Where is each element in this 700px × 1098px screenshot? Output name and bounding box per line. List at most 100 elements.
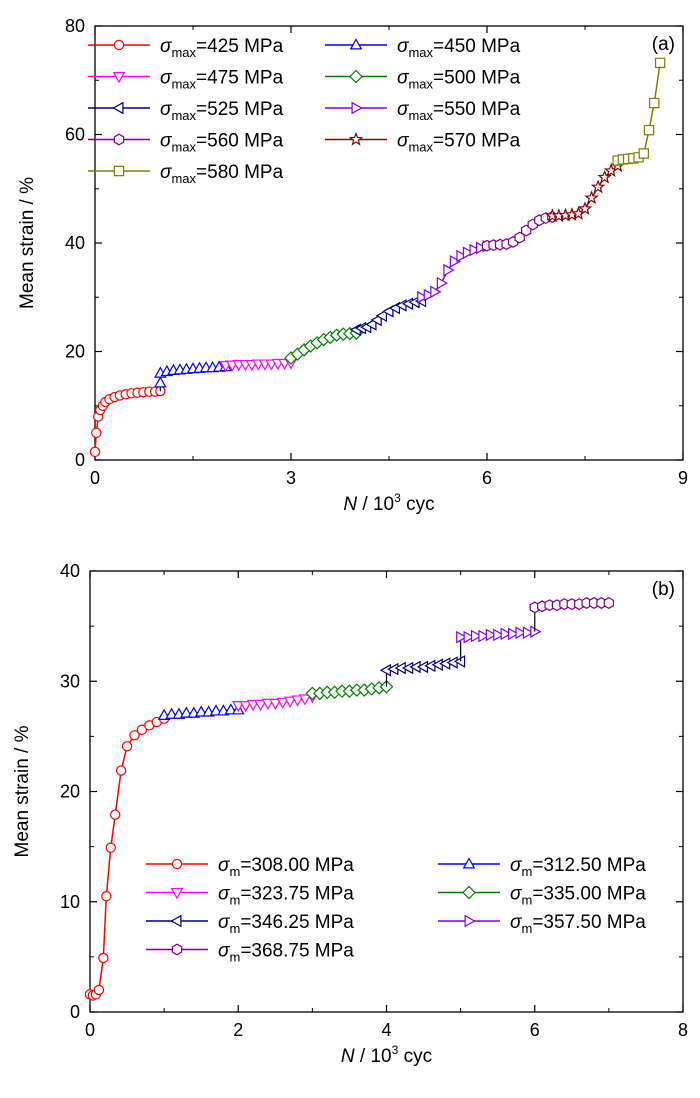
legend-marker	[170, 887, 184, 900]
legend-marker	[462, 857, 476, 869]
data-point	[105, 842, 116, 853]
data-point	[603, 596, 615, 609]
legend-marker	[171, 943, 183, 956]
legend-label: σm=346.25 MPa	[218, 912, 354, 936]
x-axis-label: N / 103 cyc	[341, 1043, 432, 1067]
data-point	[577, 201, 593, 216]
legend-label: σmax=525 MPa	[160, 99, 284, 123]
data-point	[638, 148, 649, 159]
series-0	[89, 385, 166, 458]
data-point	[456, 630, 468, 644]
data-point	[515, 626, 527, 640]
legend-label: σmax=570 MPa	[397, 131, 521, 155]
y-tick-label: 0	[70, 1002, 80, 1022]
series-3	[305, 679, 394, 701]
data-point	[283, 696, 297, 708]
x-axis-label: N / 103 cyc	[343, 491, 434, 515]
legend: σm=308.00 MPa σm=312.50 MPa σm=323.75 MPa σ…	[146, 855, 646, 965]
x-tick-label: 0	[90, 468, 100, 488]
y-tick-label: 80	[65, 16, 85, 36]
legend-entry: σmax=425 MPa	[88, 36, 284, 60]
legend-label: σm=312.50 MPa	[510, 855, 646, 879]
data-point	[449, 255, 462, 268]
series-5	[456, 625, 542, 662]
data-point	[298, 694, 312, 706]
y-tick-label: 0	[75, 450, 85, 470]
legend-entry: σmax=550 MPa	[325, 99, 521, 123]
data-point	[478, 629, 490, 643]
data-point	[462, 246, 475, 260]
series-2	[231, 692, 319, 713]
data-point	[91, 427, 102, 439]
series-1	[154, 359, 232, 392]
data-point	[254, 699, 267, 712]
data-point	[508, 627, 520, 641]
data-point	[98, 952, 109, 964]
legend-entry: σmax=580 MPa	[88, 162, 284, 186]
data-point	[154, 376, 167, 388]
data-point	[209, 704, 223, 716]
data-point	[261, 698, 275, 711]
legend-entry: σmax=525 MPa	[88, 99, 284, 123]
x-tick-label: 0	[85, 1020, 95, 1040]
data-point	[475, 241, 488, 255]
data-point	[379, 663, 392, 677]
legend-entry: σmax=570 MPa	[325, 131, 521, 155]
series-5	[417, 239, 494, 304]
legend-entry: σm=308.00 MPa	[146, 855, 354, 879]
data-point	[493, 628, 505, 642]
data-point	[375, 309, 387, 323]
data-point	[423, 288, 435, 302]
legend-label: σmax=550 MPa	[397, 99, 521, 123]
legend-marker	[351, 101, 363, 115]
data-point	[643, 124, 655, 136]
data-point	[129, 730, 140, 741]
legend-marker	[349, 69, 363, 84]
data-point	[469, 243, 481, 257]
series-line	[617, 62, 661, 162]
series-6	[481, 210, 558, 252]
x-tick-label: 3	[286, 468, 296, 488]
data-point	[268, 698, 282, 711]
legend-entry: σmax=560 MPa	[88, 131, 284, 155]
data-point	[276, 697, 290, 709]
data-point	[239, 700, 252, 713]
data-point	[430, 285, 442, 299]
legend-label: σmax=450 MPa	[397, 36, 521, 60]
legend-entry: σm=357.50 MPa	[438, 912, 646, 936]
y-axis-label: Mean strain / %	[12, 725, 33, 857]
legend-label: σm=335.00 MPa	[510, 884, 646, 908]
legend-marker	[112, 101, 124, 115]
legend-entry: σmax=500 MPa	[325, 68, 521, 92]
data-point	[180, 706, 193, 718]
legend-marker	[170, 914, 182, 928]
chart-panel-b: 0 2 4 6 8 0 10 20 30 40 N / 103 cyc Mean strain / %…	[12, 561, 688, 1067]
legend-label: σm=357.50 MPa	[510, 912, 646, 936]
data-point	[224, 703, 238, 715]
data-point	[89, 446, 101, 458]
data-point	[453, 655, 466, 668]
series-4	[379, 655, 466, 687]
legend-marker	[112, 71, 126, 84]
legend-entry: σmax=475 MPa	[88, 68, 284, 92]
data-point	[165, 707, 178, 719]
series-8	[612, 57, 666, 166]
data-point	[291, 695, 304, 707]
legend-label: σm=368.75 MPa	[218, 941, 354, 965]
legend-label: σm=308.00 MPa	[218, 855, 354, 879]
panel-label: (b)	[652, 579, 675, 600]
data-point	[115, 765, 127, 776]
legend-label: σm=323.75 MPa	[218, 884, 354, 908]
legend-entry: σm=312.50 MPa	[438, 855, 646, 879]
legend-marker	[113, 133, 125, 146]
y-tick-label: 40	[65, 233, 85, 253]
data-point	[470, 629, 483, 643]
x-tick-label: 2	[233, 1020, 243, 1040]
series-7	[545, 158, 625, 223]
series-3	[284, 326, 364, 365]
legend-marker	[113, 165, 125, 177]
data-point	[121, 741, 133, 752]
y-tick-label: 10	[60, 892, 80, 912]
data-point	[443, 263, 455, 277]
y-tick-label: 30	[60, 671, 80, 691]
